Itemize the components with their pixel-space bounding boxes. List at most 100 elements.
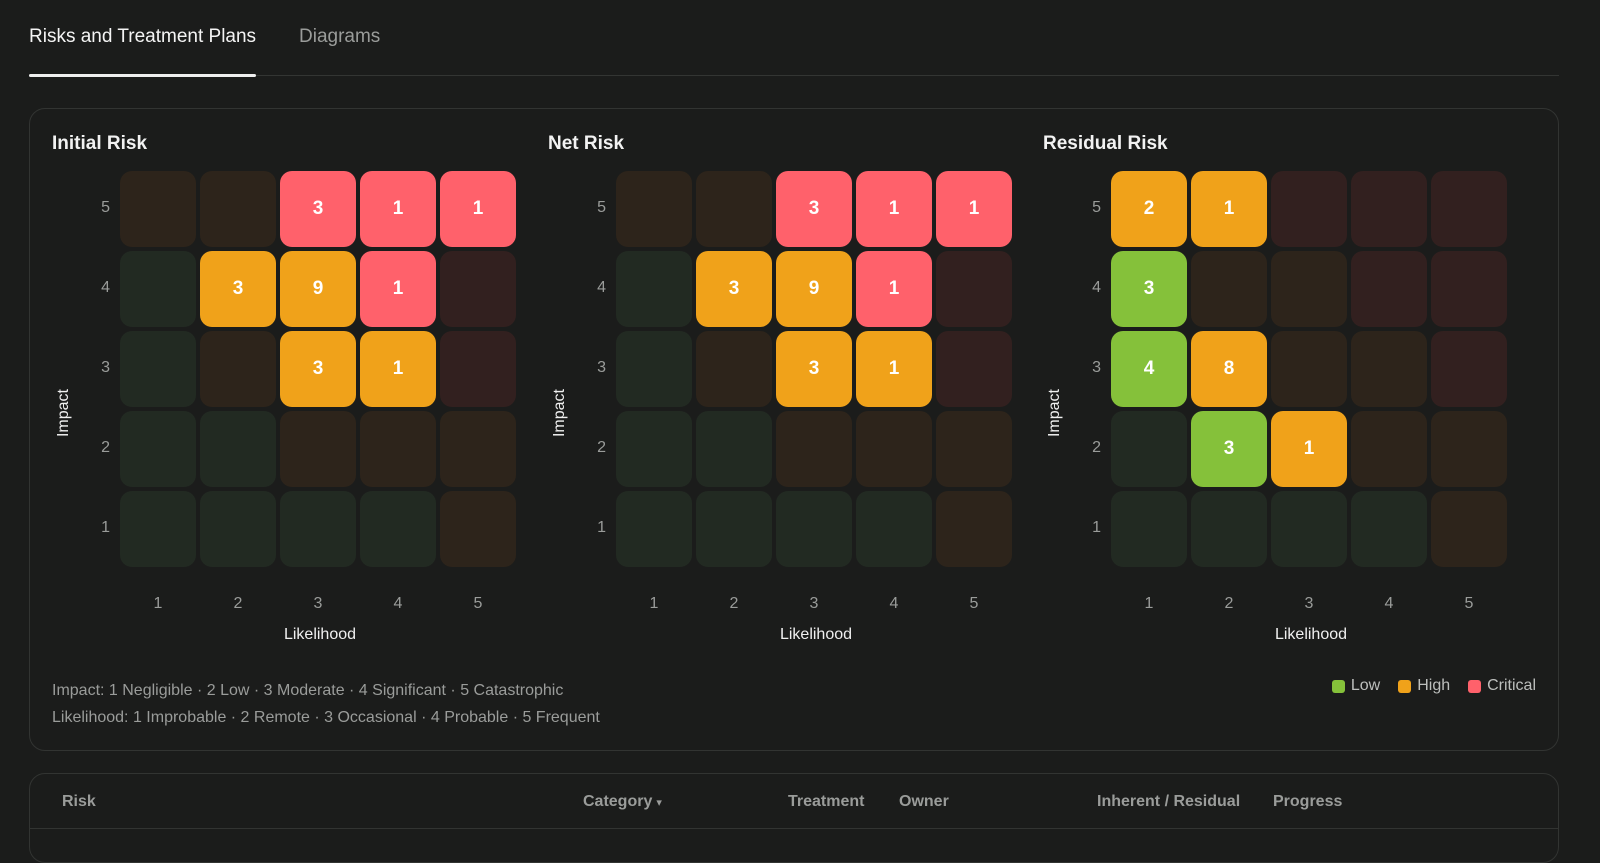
- matrix-cell-impact-2-likelihood-4[interactable]: [1351, 411, 1427, 487]
- matrix-cell-impact-2-likelihood-5[interactable]: [936, 411, 1012, 487]
- matrix-cell-impact-1-likelihood-1[interactable]: [120, 491, 196, 567]
- matrix-cell-impact-1-likelihood-2[interactable]: [696, 491, 772, 567]
- impact-scale-text: Impact: 1 Negligible · 2 Low · 3 Moderat…: [52, 682, 564, 699]
- matrix-cell-impact-3-likelihood-4[interactable]: 1: [360, 331, 436, 407]
- legend-high-label: High: [1417, 677, 1451, 694]
- matrix-cell-impact-2-likelihood-2[interactable]: [696, 411, 772, 487]
- matrix-cell-impact-2-likelihood-1[interactable]: [1111, 411, 1187, 487]
- matrix-cell-impact-4-likelihood-2[interactable]: 3: [200, 251, 276, 327]
- matrix-cell-impact-1-likelihood-4[interactable]: [856, 491, 932, 567]
- matrix-cell-impact-4-likelihood-5[interactable]: [440, 251, 516, 327]
- matrix-cell-impact-4-likelihood-4[interactable]: 1: [360, 251, 436, 327]
- y-tick-label: 1: [101, 519, 110, 536]
- scale-legend: Impact: 1 Negligible · 2 Low · 3 Moderat…: [52, 677, 600, 731]
- tab-risks-and-treatment-plans[interactable]: Risks and Treatment Plans: [29, 26, 257, 77]
- matrix-cell-impact-3-likelihood-5[interactable]: [936, 331, 1012, 407]
- column-header-progress[interactable]: Progress: [1273, 793, 1343, 810]
- x-tick-label: 1: [649, 595, 659, 612]
- matrix-cell-impact-1-likelihood-5[interactable]: [440, 491, 516, 567]
- matrix-cell-impact-2-likelihood-2[interactable]: 3: [1191, 411, 1267, 487]
- matrix-cell-impact-3-likelihood-2[interactable]: [200, 331, 276, 407]
- matrix-cell-impact-3-likelihood-5[interactable]: [440, 331, 516, 407]
- column-header-treatment[interactable]: Treatment: [788, 793, 865, 810]
- matrix-cell-impact-1-likelihood-2[interactable]: [1191, 491, 1267, 567]
- matrix-cell-impact-2-likelihood-5[interactable]: [440, 411, 516, 487]
- matrix-cell-impact-5-likelihood-1[interactable]: 2: [1111, 171, 1187, 247]
- y-tick-label: 2: [597, 439, 606, 456]
- matrix-cell-impact-5-likelihood-3[interactable]: 3: [280, 171, 356, 247]
- x-tick-label: 2: [1224, 595, 1234, 612]
- y-axis-label: Impact: [1046, 389, 1063, 438]
- matrix-cell-impact-3-likelihood-3[interactable]: [1271, 331, 1347, 407]
- matrix-cell-impact-4-likelihood-5[interactable]: [936, 251, 1012, 327]
- matrix-cell-impact-2-likelihood-4[interactable]: [856, 411, 932, 487]
- matrix-cell-impact-2-likelihood-5[interactable]: [1431, 411, 1507, 487]
- matrix-cell-impact-4-likelihood-4[interactable]: [1351, 251, 1427, 327]
- matrix-cell-impact-2-likelihood-4[interactable]: [360, 411, 436, 487]
- matrix-cell-impact-5-likelihood-2[interactable]: [200, 171, 276, 247]
- x-tick-label: 3: [809, 595, 819, 612]
- y-axis-label: Impact: [551, 389, 568, 438]
- matrix-cell-impact-1-likelihood-3[interactable]: [280, 491, 356, 567]
- matrix-cell-impact-1-likelihood-4[interactable]: [360, 491, 436, 567]
- matrix-cell-impact-3-likelihood-1[interactable]: [120, 331, 196, 407]
- matrix-cell-impact-2-likelihood-3[interactable]: [280, 411, 356, 487]
- matrix-cell-impact-1-likelihood-3[interactable]: [776, 491, 852, 567]
- matrix-cell-impact-3-likelihood-2[interactable]: 8: [1191, 331, 1267, 407]
- matrix-cell-impact-5-likelihood-5[interactable]: [1431, 171, 1507, 247]
- matrix-cell-impact-4-likelihood-4[interactable]: 1: [856, 251, 932, 327]
- matrix-cell-impact-2-likelihood-1[interactable]: [120, 411, 196, 487]
- matrix-cell-impact-4-likelihood-5[interactable]: [1431, 251, 1507, 327]
- matrix-cell-impact-4-likelihood-2[interactable]: [1191, 251, 1267, 327]
- matrix-cell-impact-5-likelihood-5[interactable]: 1: [936, 171, 1012, 247]
- matrix-cell-impact-3-likelihood-4[interactable]: 1: [856, 331, 932, 407]
- matrix-cell-impact-5-likelihood-2[interactable]: [696, 171, 772, 247]
- matrix-cell-impact-2-likelihood-1[interactable]: [616, 411, 692, 487]
- matrix-cell-impact-4-likelihood-3[interactable]: 9: [280, 251, 356, 327]
- matrix-cell-impact-1-likelihood-1[interactable]: [616, 491, 692, 567]
- matrix-cell-impact-5-likelihood-2[interactable]: 1: [1191, 171, 1267, 247]
- matrix-cell-impact-2-likelihood-2[interactable]: [200, 411, 276, 487]
- matrix-cell-impact-2-likelihood-3[interactable]: [776, 411, 852, 487]
- matrix-cell-impact-4-likelihood-3[interactable]: 9: [776, 251, 852, 327]
- matrix-cell-impact-3-likelihood-3[interactable]: 3: [280, 331, 356, 407]
- matrix-cell-impact-5-likelihood-1[interactable]: [616, 171, 692, 247]
- matrix-cell-impact-4-likelihood-3[interactable]: [1271, 251, 1347, 327]
- y-tick-label: 1: [597, 519, 606, 536]
- matrix-cell-impact-1-likelihood-1[interactable]: [1111, 491, 1187, 567]
- matrix-cell-impact-4-likelihood-2[interactable]: 3: [696, 251, 772, 327]
- matrix-cell-impact-3-likelihood-3[interactable]: 3: [776, 331, 852, 407]
- matrix-cell-impact-4-likelihood-1[interactable]: 3: [1111, 251, 1187, 327]
- severity-legend: Low High Critical: [1331, 677, 1536, 695]
- matrix-cell-impact-5-likelihood-3[interactable]: 3: [776, 171, 852, 247]
- matrix-cell-impact-5-likelihood-4[interactable]: [1351, 171, 1427, 247]
- x-tick-label: 5: [969, 595, 979, 612]
- matrix-cell-impact-5-likelihood-4[interactable]: 1: [360, 171, 436, 247]
- tab-diagrams[interactable]: Diagrams: [299, 26, 381, 47]
- matrix-cell-impact-2-likelihood-3[interactable]: 1: [1271, 411, 1347, 487]
- column-header-risk[interactable]: Risk: [62, 793, 96, 810]
- matrix-cell-impact-5-likelihood-4[interactable]: 1: [856, 171, 932, 247]
- y-tick-label: 4: [1092, 279, 1101, 296]
- matrix-cell-impact-1-likelihood-4[interactable]: [1351, 491, 1427, 567]
- matrix-cell-impact-3-likelihood-1[interactable]: [616, 331, 692, 407]
- matrix-cell-impact-4-likelihood-1[interactable]: [120, 251, 196, 327]
- matrix-cell-impact-1-likelihood-5[interactable]: [1431, 491, 1507, 567]
- matrix-cell-impact-5-likelihood-1[interactable]: [120, 171, 196, 247]
- matrix-cell-impact-1-likelihood-5[interactable]: [936, 491, 1012, 567]
- x-tick-label: 3: [313, 595, 323, 612]
- matrix-cell-impact-3-likelihood-5[interactable]: [1431, 331, 1507, 407]
- matrix-cell-impact-5-likelihood-5[interactable]: 1: [440, 171, 516, 247]
- matrix-cell-impact-5-likelihood-3[interactable]: [1271, 171, 1347, 247]
- matrix-cell-impact-3-likelihood-1[interactable]: 4: [1111, 331, 1187, 407]
- y-tick-label: 2: [101, 439, 110, 456]
- matrix-cell-impact-3-likelihood-2[interactable]: [696, 331, 772, 407]
- matrix-cell-impact-4-likelihood-1[interactable]: [616, 251, 692, 327]
- matrix-cell-impact-1-likelihood-2[interactable]: [200, 491, 276, 567]
- column-header-owner[interactable]: Owner: [899, 793, 949, 810]
- column-header-inherent-residual[interactable]: Inherent / Residual: [1097, 793, 1241, 810]
- matrix-cell-impact-3-likelihood-4[interactable]: [1351, 331, 1427, 407]
- y-tick-label: 1: [1092, 519, 1101, 536]
- column-header-category[interactable]: Category ▾: [583, 793, 662, 811]
- matrix-cell-impact-1-likelihood-3[interactable]: [1271, 491, 1347, 567]
